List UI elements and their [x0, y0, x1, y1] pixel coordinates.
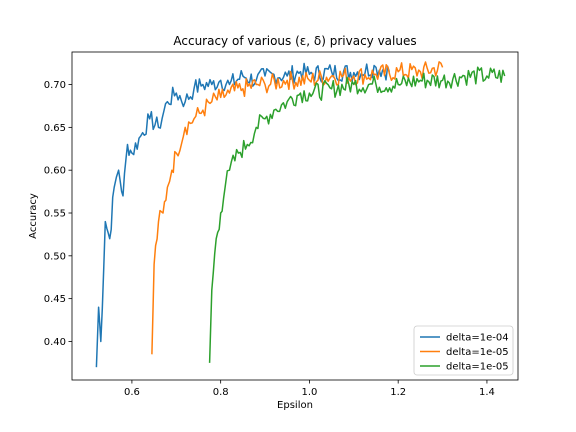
y-tick-label: 0.50	[44, 251, 66, 262]
x-tick-label: 0.8	[213, 387, 229, 398]
x-tick-label: 0.6	[124, 387, 140, 398]
x-tick-label: 1.2	[390, 387, 406, 398]
x-axis: 0.6 0.8 1.0 1.2 1.4	[124, 380, 495, 398]
y-axis: 0.40 0.45 0.50 0.55 0.60 0.65 0.70	[44, 80, 72, 348]
series-line-3	[208, 66, 506, 363]
legend: delta=1e-04 delta=1e-05 delta=1e-05	[413, 325, 514, 376]
legend-entry-label: delta=1e-05	[446, 362, 509, 373]
x-axis-label: Epsilon	[277, 400, 313, 411]
plot-area-frame	[71, 51, 519, 381]
chart-title: Accuracy of various (ε, δ) privacy value…	[173, 34, 416, 48]
series-line-2	[151, 61, 444, 355]
x-tick-label: 1.4	[479, 387, 495, 398]
legend-box	[413, 325, 514, 376]
y-tick-label: 0.45	[44, 294, 66, 305]
y-axis-label: Accuracy	[28, 193, 39, 239]
legend-entry-label: delta=1e-05	[446, 347, 509, 358]
legend-entry-label: delta=1e-04	[446, 333, 509, 344]
y-tick-label: 0.40	[44, 337, 66, 348]
x-tick-label: 1.0	[301, 387, 317, 398]
y-tick-label: 0.55	[44, 209, 66, 220]
y-tick-label: 0.65	[44, 123, 66, 134]
series-layer	[95, 61, 506, 368]
y-tick-label: 0.70	[44, 80, 66, 91]
y-tick-label: 0.60	[44, 166, 66, 177]
